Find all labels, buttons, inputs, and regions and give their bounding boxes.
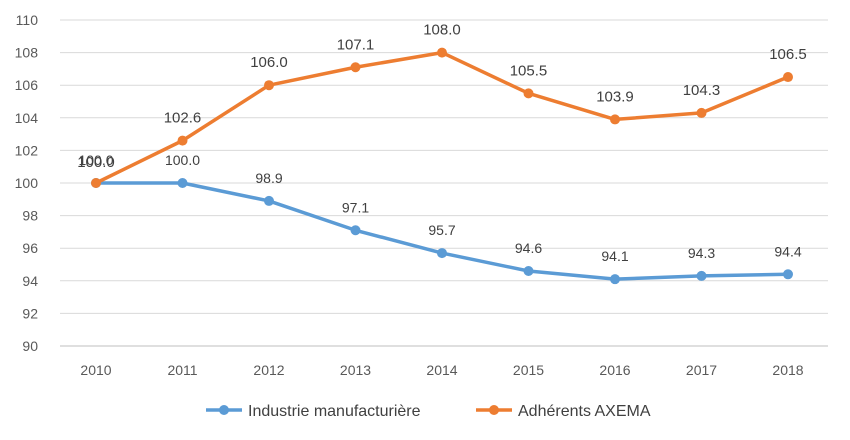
data-label-industrie: 94.6 [515, 240, 542, 256]
data-label-industrie: 94.3 [688, 245, 715, 261]
y-tick-label: 100 [15, 175, 39, 191]
y-tick-label: 96 [22, 240, 38, 256]
data-label-industrie: 100.0 [78, 152, 113, 168]
y-tick-label: 106 [15, 77, 39, 93]
data-point-axema [696, 107, 707, 118]
x-tick-label: 2013 [340, 362, 371, 378]
y-tick-label: 108 [15, 45, 39, 61]
data-point-axema [783, 72, 793, 83]
legend-label: Industrie manufacturière [248, 403, 421, 420]
data-point-industrie [610, 274, 620, 285]
series-lines [91, 47, 793, 285]
data-label-axema: 108.0 [423, 22, 461, 39]
data-label-industrie: 94.4 [774, 243, 801, 259]
x-tick-label: 2010 [80, 362, 111, 378]
data-label-industrie: 98.9 [255, 170, 282, 186]
data-label-axema: 106.5 [769, 46, 807, 63]
legend: Industrie manufacturière Adhérents AXEMA [206, 403, 651, 420]
x-tick-label: 2012 [253, 362, 284, 378]
legend-swatch-marker [219, 405, 229, 415]
data-point-axema [177, 135, 188, 146]
y-tick-label: 98 [22, 208, 38, 224]
data-label-industrie: 95.7 [428, 222, 455, 238]
data-label-industrie: 97.1 [342, 199, 369, 215]
x-tick-label: 2011 [167, 362, 197, 378]
data-label-axema: 105.5 [510, 62, 548, 79]
legend-label: Adhérents AXEMA [518, 403, 651, 420]
data-point-industrie [783, 269, 793, 280]
data-point-axema [350, 62, 361, 73]
data-point-industrie [696, 270, 707, 281]
data-point-axema [437, 47, 447, 58]
data-point-axema [264, 80, 274, 91]
data-label-axema: 106.0 [250, 54, 288, 71]
data-label-axema: 104.3 [683, 82, 721, 99]
x-tick-label: 2018 [772, 362, 803, 378]
y-tick-label: 110 [16, 12, 39, 28]
data-point-axema [610, 114, 620, 125]
data-point-industrie [264, 195, 274, 206]
y-tick-label: 92 [22, 305, 38, 321]
y-tick-label: 102 [15, 142, 39, 158]
legend-swatch-marker [489, 405, 499, 415]
y-tick-label: 94 [22, 273, 38, 289]
x-tick-label: 2015 [513, 362, 544, 378]
x-tick-label: 2017 [686, 362, 717, 378]
data-point-axema [91, 178, 101, 188]
y-tick-label: 104 [15, 110, 39, 126]
data-label-axema: 107.1 [337, 36, 375, 53]
data-point-industrie [350, 225, 361, 236]
y-tick-label: 90 [22, 338, 38, 354]
data-point-industrie [437, 248, 447, 259]
x-tick-label: 2014 [426, 362, 457, 378]
data-label-axema: 100.0 [77, 154, 115, 171]
x-tick-label: 2016 [599, 362, 630, 378]
data-point-industrie [523, 266, 534, 277]
axes: 90 92 94 96 98 100 102 104 106 108 110 2010 2011 2012… [15, 12, 804, 378]
data-label-axema: 103.9 [596, 88, 634, 105]
data-label-industrie: 94.1 [601, 248, 628, 264]
data-label-industrie: 100.0 [165, 152, 200, 168]
data-labels: 100.0 100.0 98.9 97.1 95.7 94.6 94.1 94.3 94.4 10… [77, 22, 807, 265]
data-point-axema [523, 88, 534, 99]
data-point-industrie [177, 178, 188, 188]
data-label-axema: 102.6 [164, 110, 202, 127]
